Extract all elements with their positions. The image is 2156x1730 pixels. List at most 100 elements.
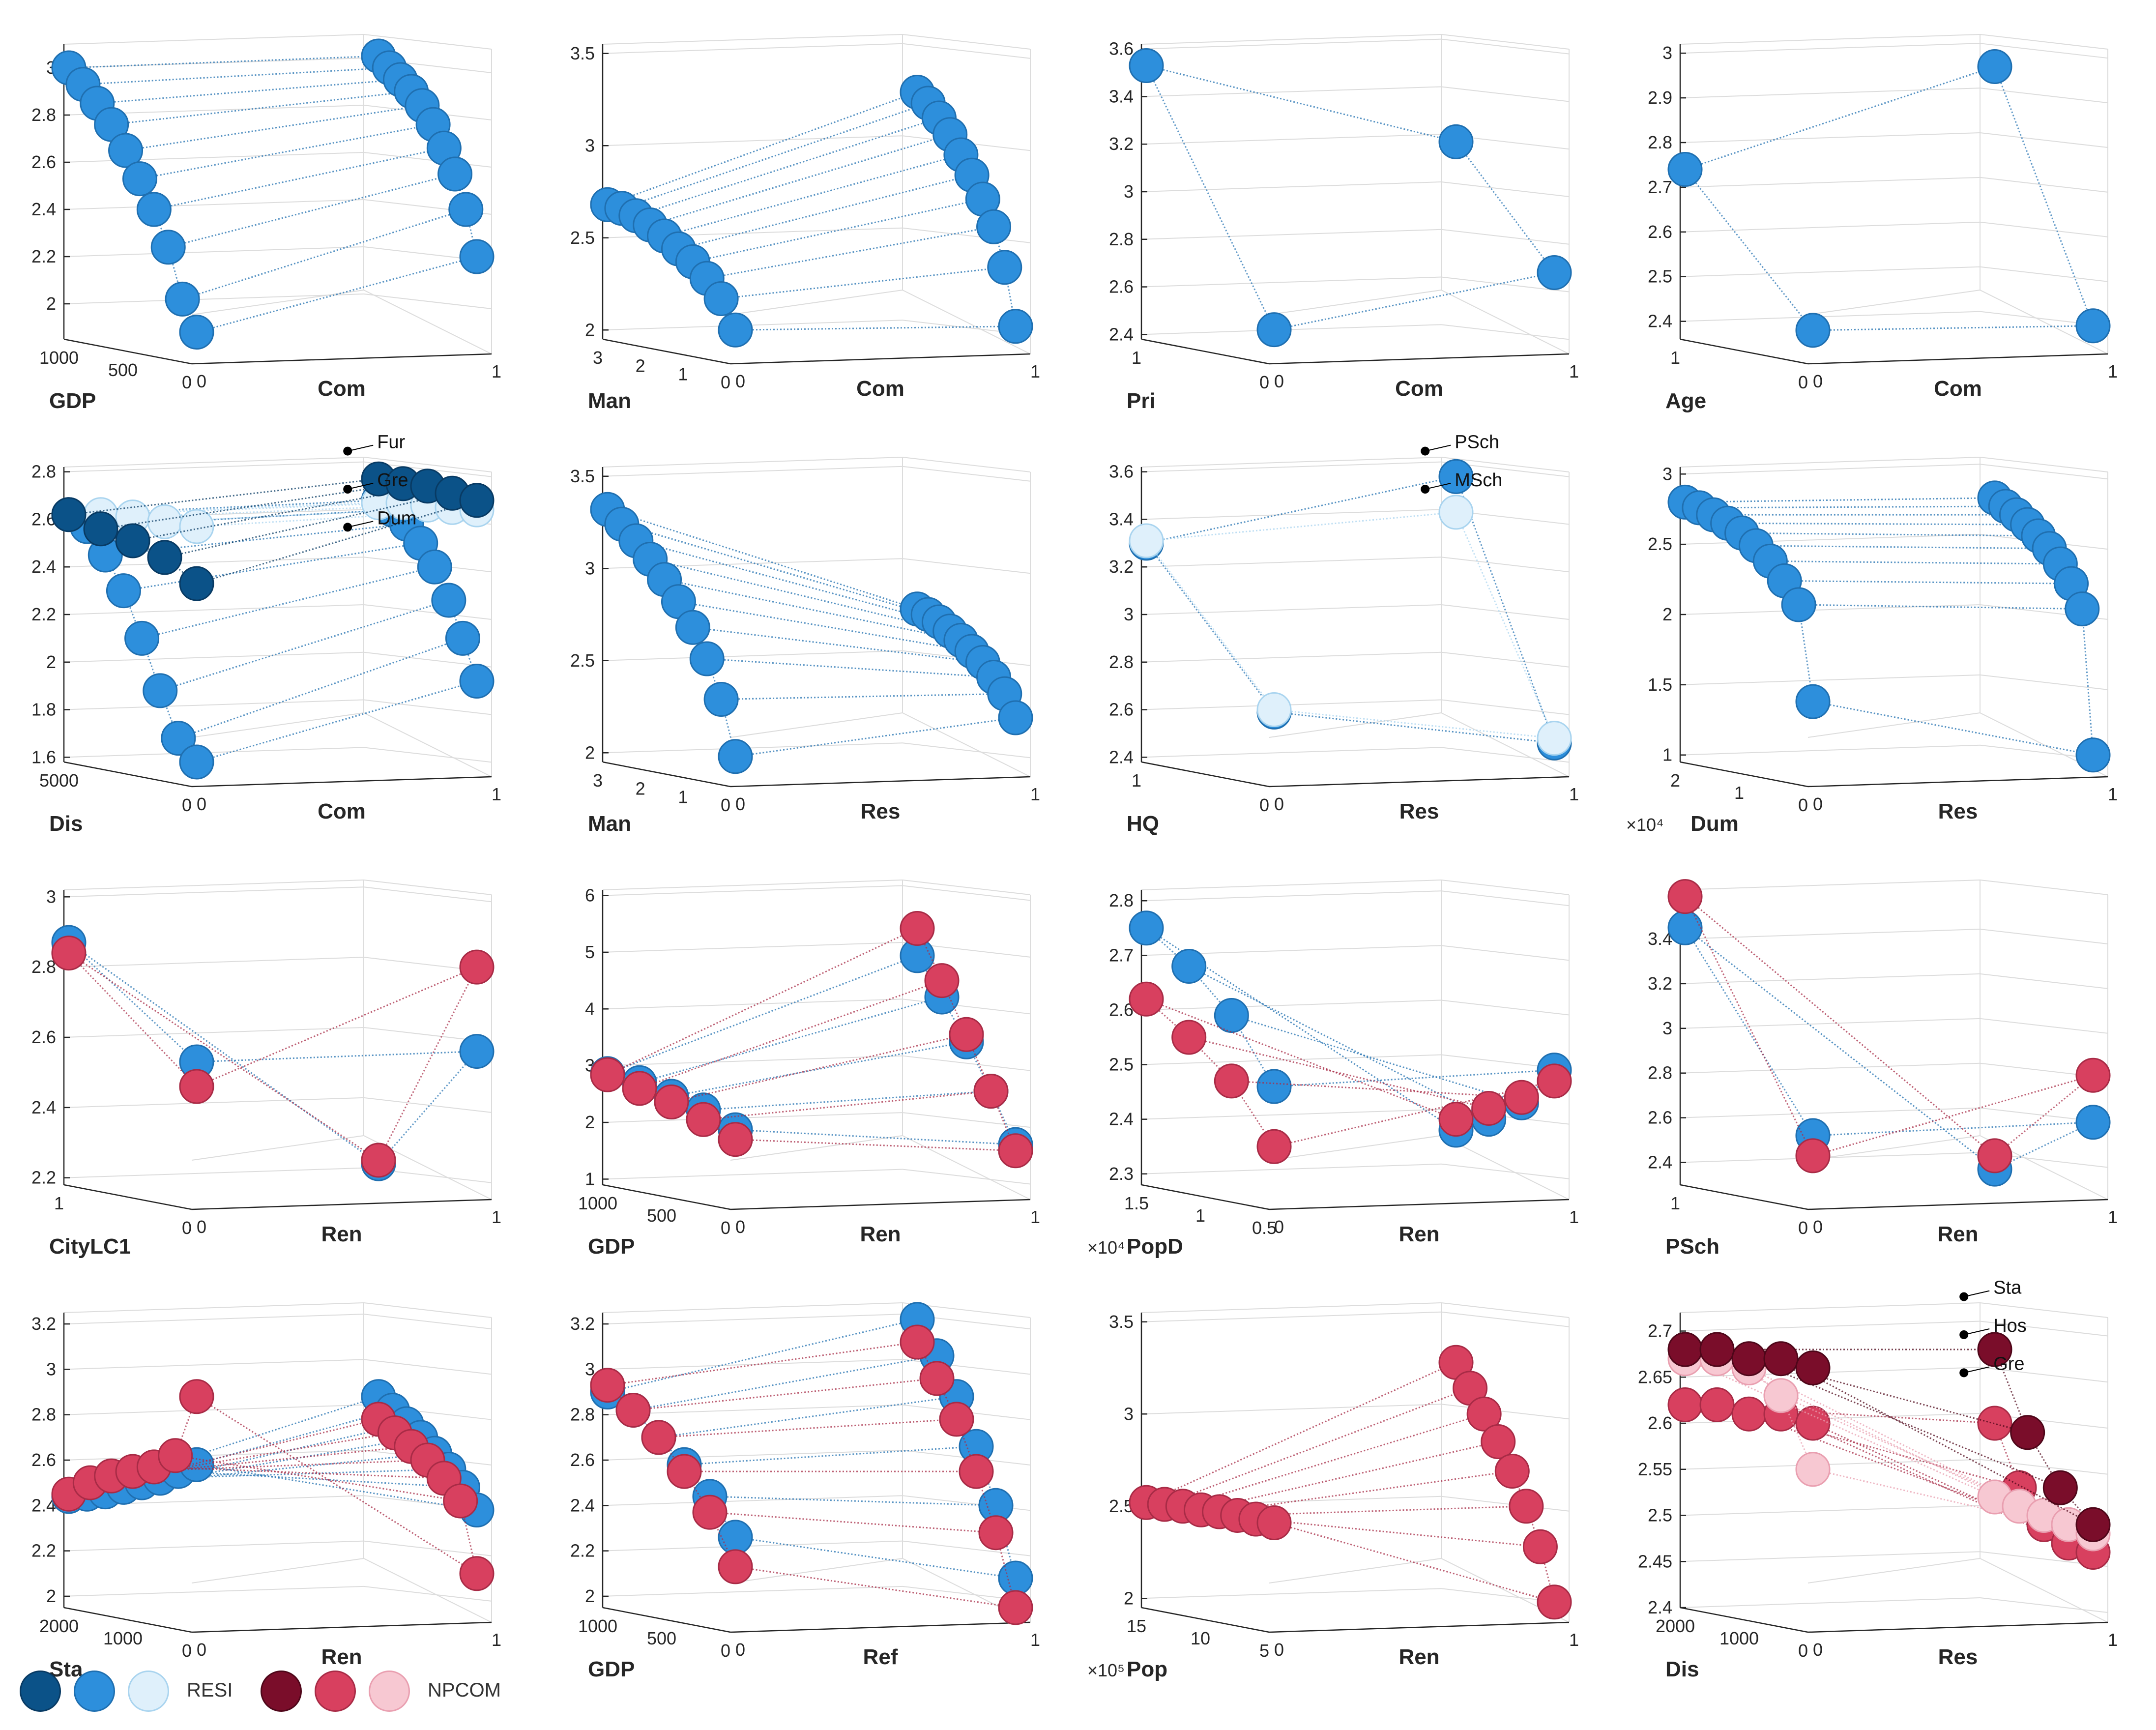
data-point xyxy=(998,1133,1033,1169)
x-tick-label: 0 xyxy=(1813,371,1823,391)
annotation-label: Fur xyxy=(377,432,405,453)
right-chain xyxy=(1455,476,1555,743)
link-line xyxy=(703,1090,991,1111)
x-tick-label: 1 xyxy=(2108,1630,2118,1650)
y-tick-label: 0 xyxy=(182,1641,192,1661)
y-tick-label: 3 xyxy=(593,770,603,791)
z-tick-label: 3 xyxy=(1662,43,1672,63)
data-point xyxy=(1795,1452,1831,1487)
y-tick-label: 500 xyxy=(647,1205,676,1226)
data-point xyxy=(1763,1378,1799,1413)
link-line xyxy=(735,717,1016,758)
right-chain xyxy=(1994,1349,2094,1525)
z-tick-label: 2 xyxy=(46,1586,56,1606)
annotation-leader xyxy=(347,483,374,490)
link-line xyxy=(721,266,1005,299)
z-tick-label: 2.6 xyxy=(1648,1413,1672,1433)
z-tick-label: 2.4 xyxy=(570,1495,595,1515)
series-NPCOM_mid xyxy=(1129,981,1572,1164)
data-point xyxy=(703,682,739,717)
data-point xyxy=(1699,1387,1735,1422)
data-point xyxy=(1795,1406,1831,1441)
z-tick-label: 2.4 xyxy=(31,199,56,219)
link-line xyxy=(164,492,453,558)
link-line xyxy=(1727,522,2028,526)
y-axis xyxy=(602,761,731,788)
link-line xyxy=(633,1378,937,1411)
z-tick-label: 1 xyxy=(585,1169,595,1189)
x-tick-label: 1 xyxy=(492,361,501,381)
z-tick-label: 2.2 xyxy=(31,1541,56,1561)
y-tick-label: 5 xyxy=(1259,1641,1269,1661)
data-point xyxy=(459,949,495,985)
z-tick-label: 2.8 xyxy=(1648,1063,1672,1083)
y-tick-label: 500 xyxy=(647,1628,676,1648)
y-axis-label: GDP xyxy=(588,1657,635,1681)
annotation-label: Gre xyxy=(1993,1353,2024,1374)
x-axis xyxy=(1807,1199,2108,1210)
z-tick-label: 3 xyxy=(46,1359,56,1379)
z-tick-label: 2.55 xyxy=(1638,1459,1672,1479)
data-point xyxy=(1977,1138,2012,1173)
series-NPCOM_mid xyxy=(51,1379,495,1591)
data-point xyxy=(959,1454,994,1489)
y-axis xyxy=(1141,761,1270,788)
data-point xyxy=(1438,459,1474,494)
link-line xyxy=(1756,545,2050,550)
z-tick-label: 3.4 xyxy=(1109,509,1134,529)
data-point xyxy=(1667,910,1703,945)
z-tick-label: 3.6 xyxy=(1109,462,1134,482)
panel-3: 2.4 2.6 2.8 3 3.2 3.4 3.6 1 0 0 1 Pri Com xyxy=(1078,0,1616,423)
x-axis-label: Res xyxy=(1399,799,1439,823)
link-line xyxy=(678,174,972,250)
z-tick-label: 2.6 xyxy=(31,1450,56,1470)
x-tick-label: 1 xyxy=(492,1630,501,1650)
z-tick-label: 2.2 xyxy=(31,1168,56,1188)
data-point xyxy=(1471,1090,1507,1126)
series-RESI_mid xyxy=(51,925,495,1181)
data-point xyxy=(459,483,495,518)
series-lines xyxy=(1684,66,2094,331)
data-point xyxy=(1795,684,1831,719)
link-line xyxy=(178,637,463,739)
data-point xyxy=(459,1034,495,1069)
data-point xyxy=(1214,998,1249,1033)
x-tick-label: 1 xyxy=(1030,1630,1040,1650)
link-line xyxy=(1685,497,1995,503)
series-RESI_mid xyxy=(1667,480,2111,773)
data-point xyxy=(1438,495,1474,530)
x-tick-label: 0 xyxy=(1813,1640,1823,1660)
x-tick-label: 0 xyxy=(1813,794,1823,814)
y-axis xyxy=(1680,761,1808,788)
panel-4: 2.4 2.5 2.6 2.7 2.8 2.9 3 1 0 0 1 Age Com xyxy=(1616,0,2155,423)
data-point xyxy=(437,156,473,192)
y-tick-label: 1 xyxy=(678,364,688,384)
x-tick-label: 0 xyxy=(1274,371,1284,391)
link-line xyxy=(182,208,466,300)
x-axis-label: Res xyxy=(861,799,901,823)
data-point xyxy=(973,1074,1009,1109)
data-point xyxy=(622,1071,657,1106)
z-tick-label: 1.6 xyxy=(31,747,56,767)
x-axis xyxy=(1269,1199,1570,1210)
data-point xyxy=(590,1057,625,1092)
grid xyxy=(1141,1302,1570,1623)
y-tick-label: 1 xyxy=(1195,1205,1205,1226)
y-axis-label: Dis xyxy=(49,812,83,836)
annotation-dot xyxy=(1959,1292,1969,1301)
data-point xyxy=(641,1420,676,1455)
link-line xyxy=(636,117,939,217)
z-tick-label: 3 xyxy=(1124,1404,1134,1424)
series-NPCOM_light xyxy=(1667,1341,2111,1552)
z-tick-label: 2.4 xyxy=(1648,1597,1672,1617)
left-chain xyxy=(1145,542,1275,713)
data-point xyxy=(1731,1341,1767,1377)
z-tick-label: 2.8 xyxy=(1109,229,1134,249)
right-chain xyxy=(1455,512,1555,739)
data-point xyxy=(686,1102,721,1137)
y-exponent: ×10⁵ xyxy=(1087,1660,1125,1680)
z-tick-label: 2.6 xyxy=(1648,1108,1672,1128)
link-line xyxy=(1146,1361,1457,1503)
link-line xyxy=(100,483,404,530)
data-point xyxy=(1537,1063,1572,1099)
